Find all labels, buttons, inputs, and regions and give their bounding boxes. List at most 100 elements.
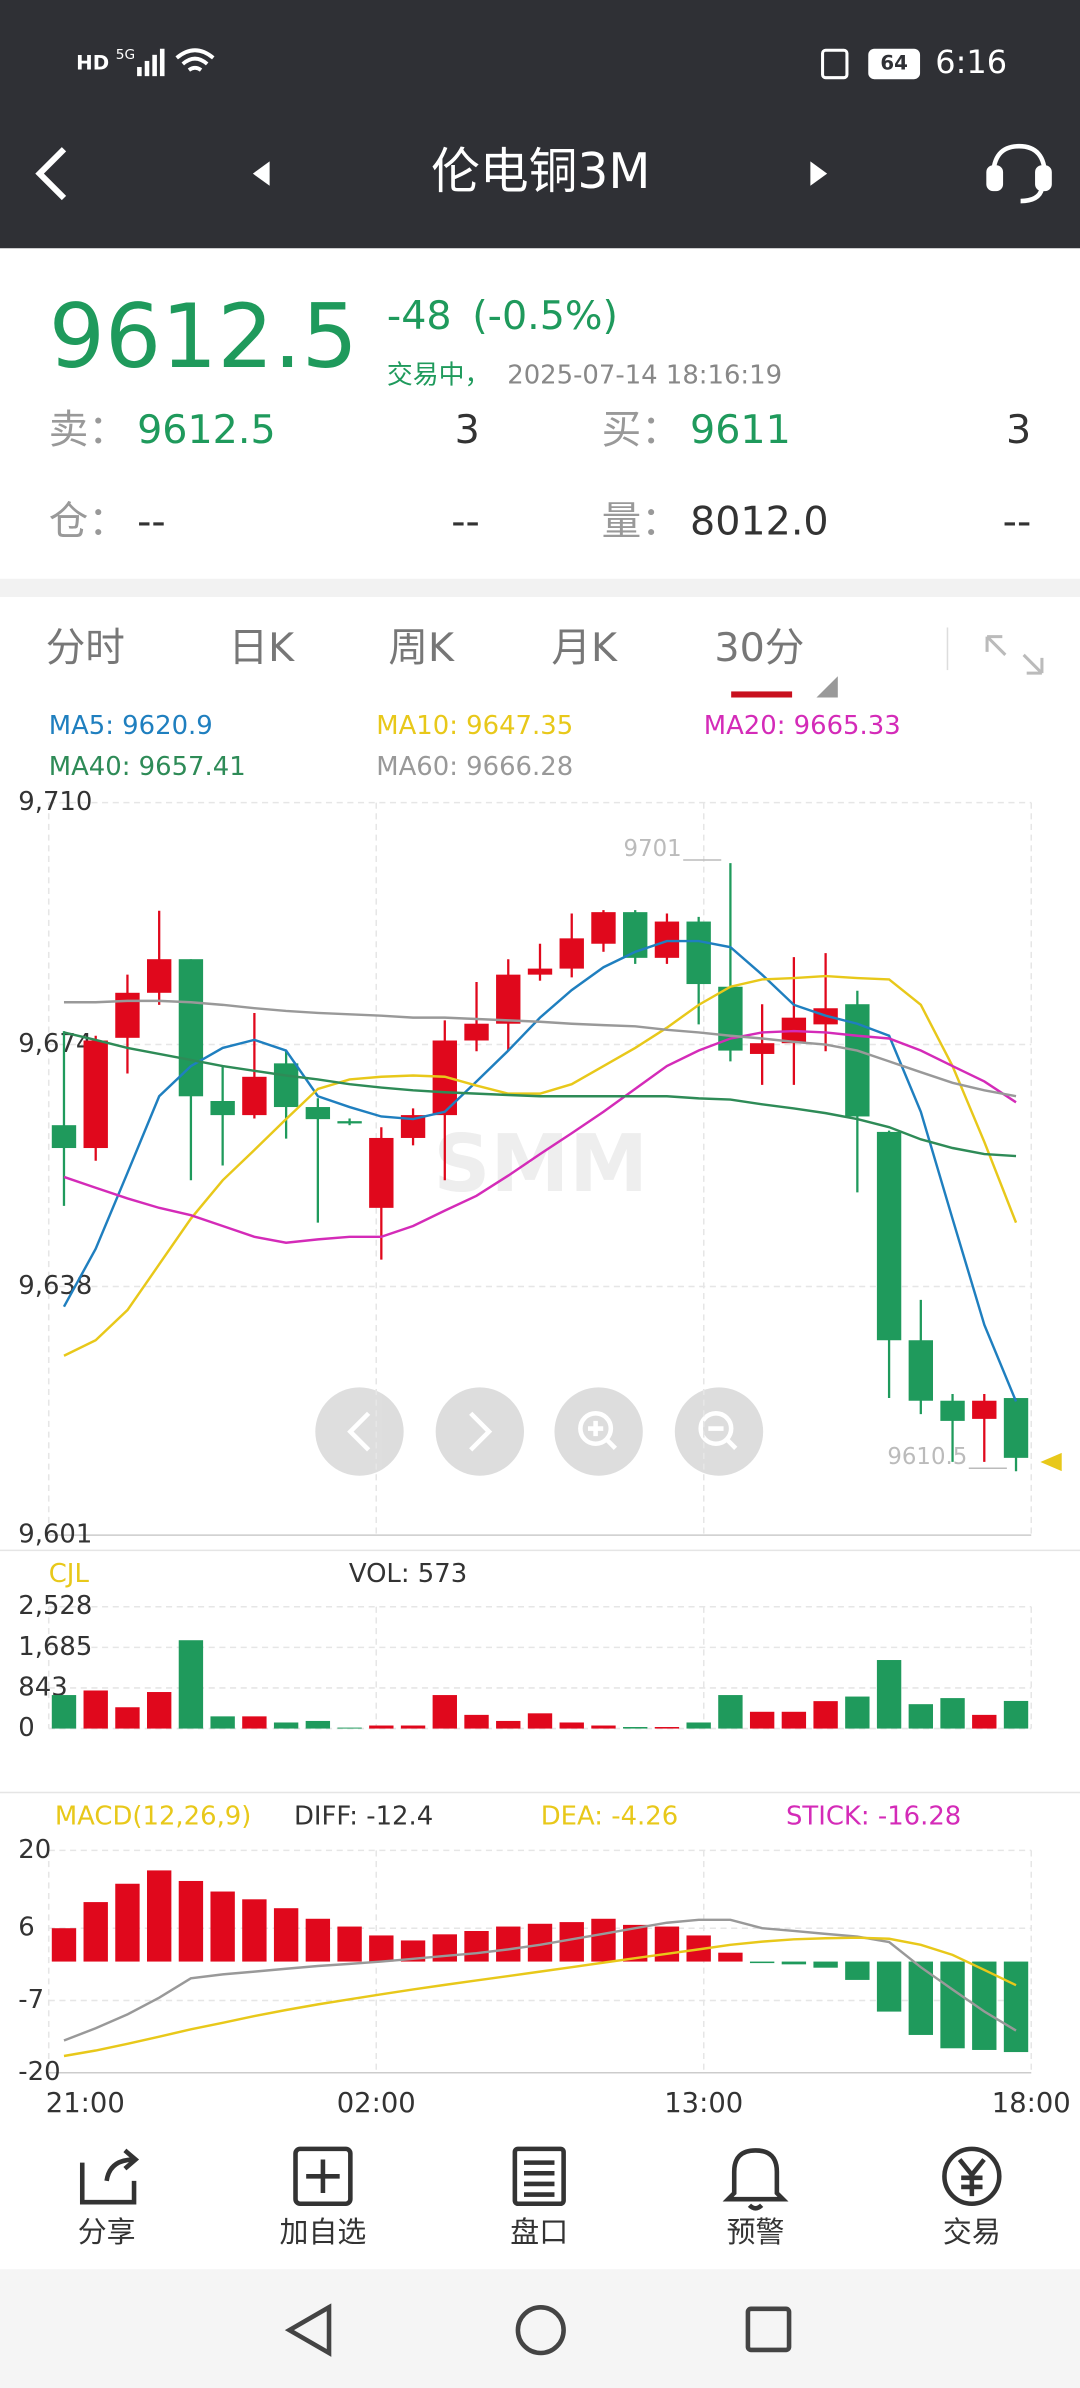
candle-body (115, 992, 140, 1038)
volume-bar (305, 1720, 331, 1729)
candle-body (242, 1076, 267, 1116)
y-tick-label: -20 (18, 2057, 60, 2087)
macd-label: DIFF: -12.4 (294, 1801, 433, 1831)
macd-stick (51, 1928, 77, 1962)
toolbar-label[interactable]: 盘口 (510, 2215, 568, 2249)
ma-legend: MA10: 9647.35 (376, 711, 573, 741)
macd-stick (242, 1899, 267, 1962)
volume: 8012.0 (690, 498, 829, 544)
scroll-left[interactable] (315, 1387, 404, 1476)
candle-body (654, 921, 680, 958)
share-icon[interactable] (79, 2148, 140, 2205)
volume-change: -- (1003, 498, 1032, 544)
active-tab-indicator (731, 691, 793, 698)
back-button[interactable] (35, 147, 67, 201)
candle-body (749, 1043, 775, 1054)
toolbar-label[interactable]: 预警 (727, 2215, 785, 2249)
candle-body (83, 1040, 108, 1149)
trade-icon[interactable] (942, 2146, 1002, 2207)
x-tick-label: 13:00 (664, 2088, 743, 2119)
volume-bar (940, 1698, 965, 1729)
tab[interactable]: 日K (228, 625, 295, 671)
y-tick-label: 9,601 (18, 1520, 92, 1550)
chart-controls (315, 1387, 764, 1476)
tab-dropdown[interactable] (816, 676, 838, 698)
sys-home[interactable] (515, 2304, 566, 2356)
volume-bar (559, 1722, 584, 1729)
scroll-right[interactable] (435, 1387, 525, 1476)
volume-bar (781, 1711, 807, 1729)
candle-body (908, 1340, 934, 1401)
next-contract[interactable] (810, 161, 828, 186)
timestamp: 2025-07-14 18:16:19 (507, 361, 782, 391)
sys-recent[interactable] (745, 2306, 792, 2353)
macd-stick (146, 1870, 172, 1962)
y-tick-label: 9,674 (18, 1029, 92, 1059)
tab[interactable]: 分时 (46, 625, 125, 671)
macd-stick (305, 1918, 331, 1962)
x-tick-label: 02:00 (337, 2088, 416, 2119)
macd-stick (813, 1961, 838, 1968)
candle-body (718, 986, 743, 1051)
candle-body (876, 1131, 902, 1341)
volume-title: CJL (49, 1559, 90, 1589)
alert-icon[interactable] (722, 2148, 789, 2211)
ma-line (63, 974, 1018, 1357)
candle-body (305, 1107, 331, 1120)
wifi-icon (175, 48, 215, 72)
ma-line (63, 1029, 1017, 1244)
x-tick-label: 18:00 (992, 2088, 1071, 2119)
tab[interactable]: 月K (551, 625, 618, 671)
macd-stick (400, 1940, 426, 1962)
ma-line (63, 999, 1017, 1098)
volume-bar (464, 1714, 489, 1729)
macd-stick (369, 1935, 394, 1962)
vibrate-icon (821, 48, 849, 80)
separator (0, 578, 1080, 597)
volume-bar (369, 1725, 394, 1729)
candle-body (972, 1400, 997, 1419)
signal-icon (137, 48, 165, 77)
tab[interactable]: 周K (388, 625, 455, 671)
prev-contract[interactable] (252, 161, 270, 186)
volume-bar (83, 1690, 108, 1729)
toolbar-label[interactable]: 交易 (943, 2215, 1001, 2249)
volume-label: 量： (602, 498, 681, 544)
oi-label: 仓： (49, 498, 128, 544)
candle-body (940, 1400, 965, 1421)
volume-bar (749, 1711, 775, 1729)
support-icon[interactable] (986, 143, 1052, 204)
toolbar-label[interactable]: 加自选 (280, 2215, 367, 2249)
fullscreen-button[interactable] (985, 635, 1044, 675)
candle-body (464, 1023, 489, 1041)
current-price-marker (1040, 1452, 1062, 1472)
candle-body (337, 1121, 362, 1124)
y-tick-label: 0 (18, 1713, 34, 1743)
ma-legend: MA40: 9657.41 (49, 752, 246, 782)
orderbook-icon[interactable] (512, 2146, 566, 2207)
sell-label: 卖： (49, 407, 128, 453)
candle-body (591, 912, 616, 944)
volume-bar (242, 1716, 267, 1729)
sys-back[interactable] (284, 2303, 332, 2357)
ma-line (62, 939, 1018, 1402)
header-bg (0, 0, 1080, 249)
control-glyphs (347, 1411, 738, 1452)
volume-bar (337, 1727, 362, 1729)
tab[interactable]: 30分 (714, 625, 804, 671)
battery-icon (868, 48, 921, 80)
buy-label: 买： (602, 407, 681, 453)
volume-bar (1003, 1700, 1029, 1729)
macd-stick (623, 1924, 648, 1962)
macd-stick (654, 1926, 680, 1962)
buy-price: 9611 (690, 407, 791, 453)
ma-legend: MA20: 9665.33 (704, 711, 901, 741)
toolbar-label[interactable]: 分享 (78, 2215, 136, 2249)
zoom-out[interactable] (674, 1387, 764, 1476)
price-annotation: 9701 (624, 836, 682, 862)
add-watch-icon[interactable] (293, 2146, 353, 2207)
ma-line (63, 1031, 1017, 1158)
zoom-in[interactable] (554, 1387, 643, 1476)
